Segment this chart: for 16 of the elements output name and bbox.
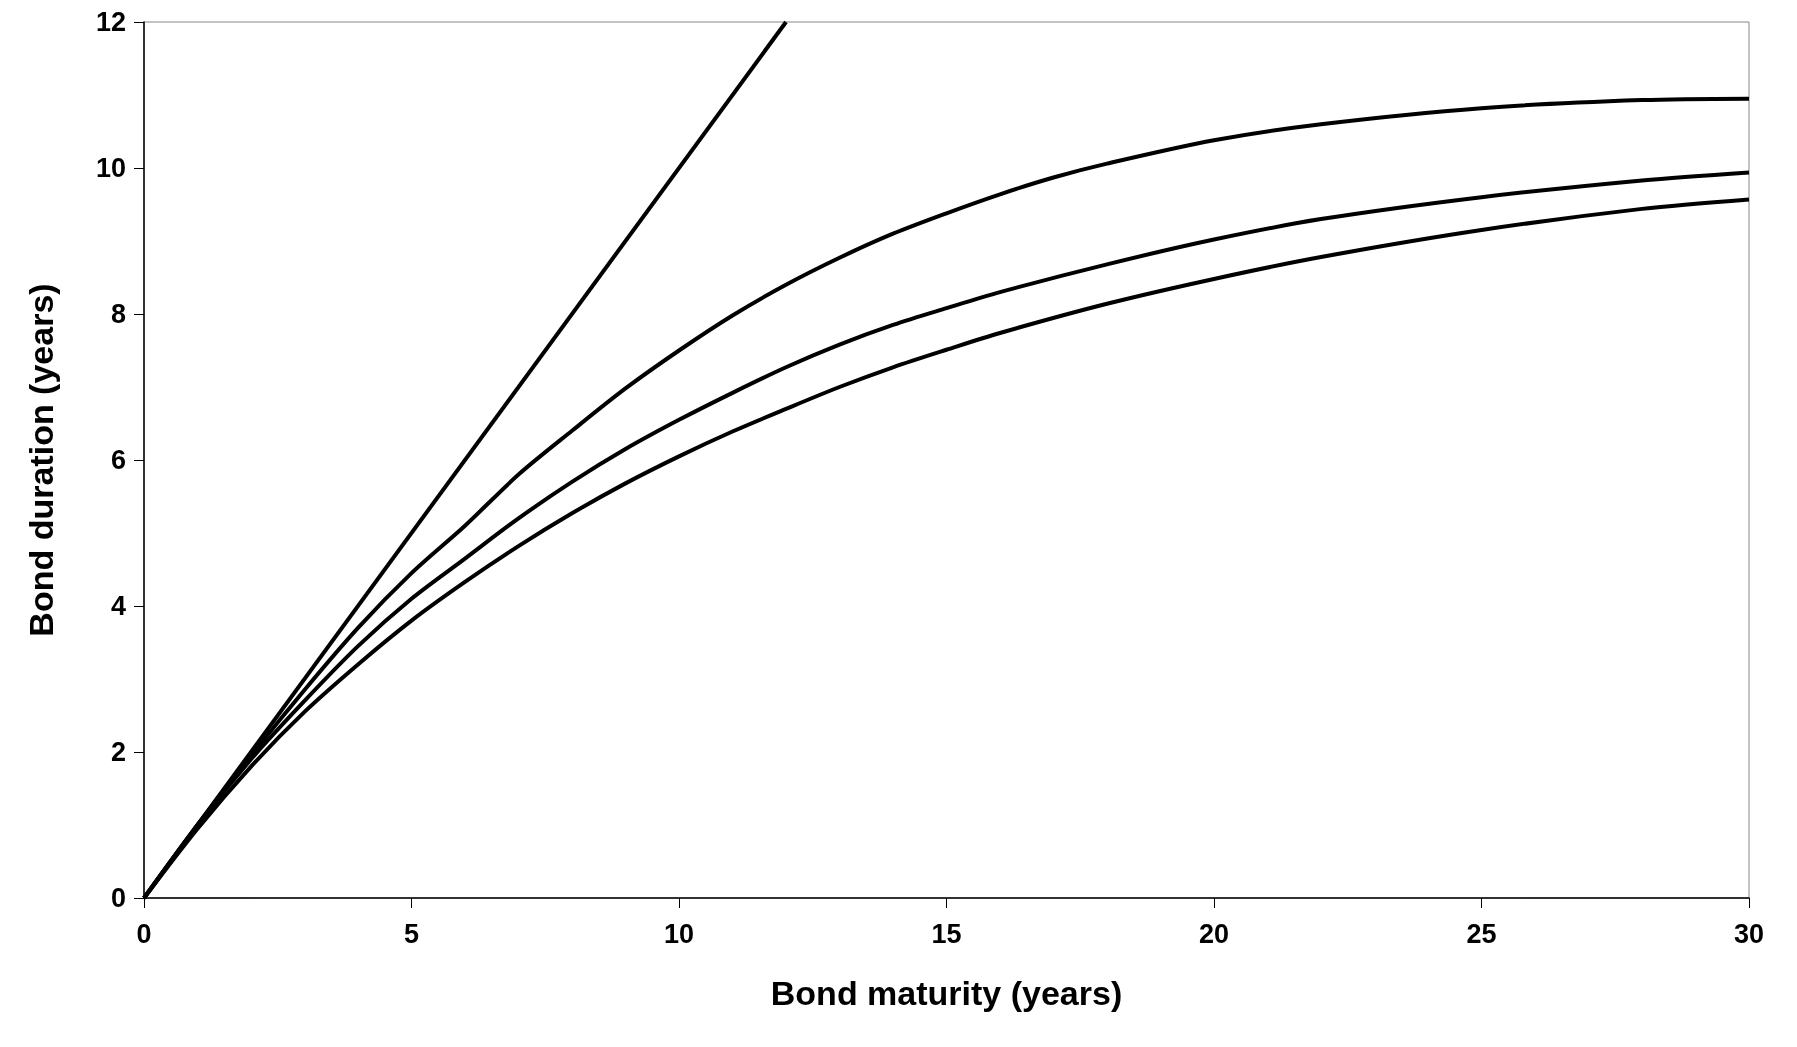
x-tick-label: 30	[1733, 918, 1765, 949]
x-tick-label: 10	[663, 918, 695, 949]
y-tick-label: 4	[110, 591, 126, 621]
x-tick-label: 20	[1198, 918, 1230, 949]
x-tick-label: 15	[931, 918, 962, 949]
y-tick-label: 6	[110, 445, 126, 475]
y-tick-label: 2	[110, 737, 126, 767]
x-axis-title: Bond maturity (years)	[770, 974, 1123, 1012]
x-tick-label: 5	[403, 918, 420, 949]
x-tick-label: 0	[136, 918, 152, 949]
y-axis-title: Bond duration (years)	[22, 283, 60, 637]
y-tick-label: 0	[110, 883, 126, 913]
x-tick-label: 25	[1466, 918, 1497, 949]
y-tick-label: 8	[110, 299, 126, 329]
y-tick-label: 12	[95, 7, 126, 37]
y-tick-label: 10	[95, 153, 126, 183]
